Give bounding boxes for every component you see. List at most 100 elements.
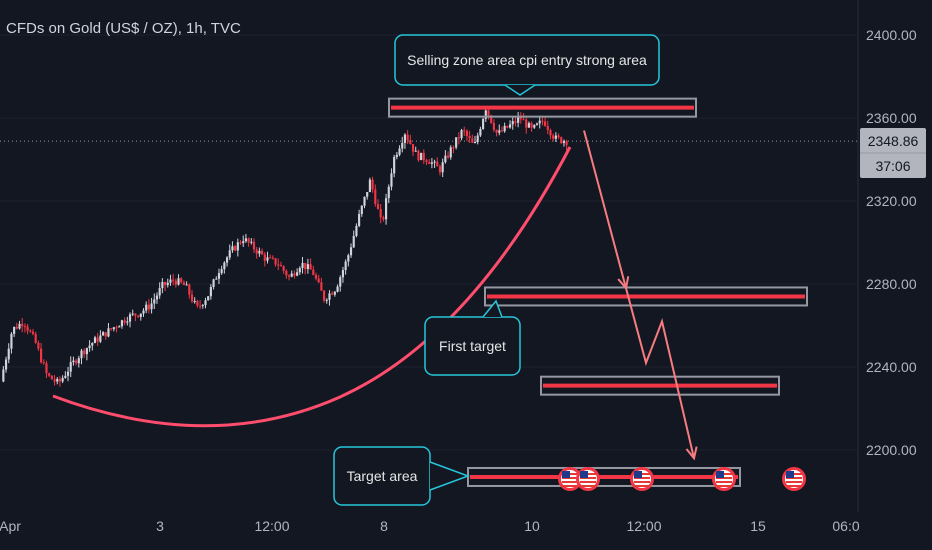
us-flag-icon[interactable]: [576, 467, 600, 491]
price-tick-label: 2280.00: [866, 276, 917, 292]
candle-body: [131, 313, 134, 315]
candle-body: [26, 326, 29, 331]
candle-body: [428, 162, 431, 164]
candle-body: [215, 278, 218, 280]
candle-body: [519, 117, 522, 120]
candle-body: [91, 343, 94, 346]
drawings[interactable]: Selling zone area cpi entry strong area F…: [52, 34, 808, 506]
candle-body: [66, 371, 70, 376]
us-flag-icon[interactable]: [712, 467, 736, 491]
target-area-callout[interactable]: Target area: [333, 446, 471, 506]
us-flag-icon[interactable]: [782, 467, 806, 491]
candle-body: [80, 350, 83, 359]
candle-body: [460, 130, 463, 139]
current-price-label: 2348.86: [868, 133, 919, 149]
candle-body: [123, 320, 126, 323]
zone-box[interactable]: [388, 97, 697, 118]
candle-body: [349, 247, 353, 256]
zone-box[interactable]: [467, 466, 741, 487]
candle-body: [193, 300, 196, 302]
candle-body: [438, 166, 442, 173]
candle-body: [455, 137, 458, 148]
candle-body: [420, 152, 423, 161]
candle-body: [269, 257, 272, 259]
candle-body: [301, 262, 304, 269]
candle-body: [204, 300, 207, 306]
candle-body: [352, 235, 355, 248]
candle-body: [535, 123, 539, 125]
candle-body: [314, 274, 318, 279]
candle-body: [347, 255, 350, 262]
candle-body: [271, 257, 274, 259]
candle-body: [153, 299, 156, 304]
candle-body: [530, 123, 533, 128]
candle-body: [279, 265, 283, 267]
candle-body: [414, 150, 417, 152]
time-tick-label: 10: [524, 518, 540, 534]
candle-body: [40, 348, 43, 363]
trend-curve[interactable]: [52, 146, 572, 428]
candle-body: [29, 330, 32, 332]
candle-body: [77, 358, 80, 364]
candle-body: [282, 266, 285, 271]
candle-body: [358, 214, 361, 226]
candle-body: [261, 250, 264, 255]
candle-body: [366, 192, 369, 197]
us-flag-icon[interactable]: [630, 467, 654, 491]
candle-body: [323, 290, 326, 301]
candle-body: [422, 152, 425, 161]
candle-body: [166, 282, 169, 286]
candle-body: [56, 378, 59, 382]
candle-body: [45, 363, 48, 374]
us-flag-icon[interactable]: [558, 467, 582, 491]
candle-body: [247, 238, 250, 243]
candle-body: [452, 147, 455, 149]
candle-body: [484, 110, 487, 119]
candle-body: [258, 250, 261, 254]
candle-body: [180, 278, 183, 283]
callout-label: Selling zone area cpi entry strong area: [407, 52, 647, 68]
candle-body: [328, 293, 331, 300]
candle-body: [4, 359, 8, 370]
time-axis[interactable]: Apr 3 12:00 8 10 12:00 15 06:0: [0, 518, 860, 534]
candle-body: [145, 304, 148, 311]
candle-body: [217, 273, 221, 279]
candle-body: [382, 217, 385, 220]
first-target-callout[interactable]: First target: [424, 299, 521, 376]
time-tick-label: 15: [750, 518, 766, 534]
candle-body: [401, 142, 404, 149]
candle-body: [344, 261, 347, 271]
candle-body: [525, 119, 528, 128]
projection-path[interactable]: [583, 130, 695, 459]
candle-body: [239, 242, 242, 244]
candle-body: [325, 299, 328, 301]
candle-body: [188, 284, 191, 295]
candle-body: [252, 241, 256, 250]
candle-body: [104, 332, 107, 337]
candle-body: [120, 320, 124, 327]
candle-body: [463, 130, 466, 132]
candle-body: [34, 333, 37, 343]
zone-box[interactable]: [484, 286, 808, 307]
candle-body: [7, 348, 10, 360]
candle-body: [263, 254, 266, 261]
candle-body: [220, 269, 223, 274]
arrow-head: [617, 276, 630, 291]
candle-body: [58, 378, 62, 382]
candle-body: [31, 331, 35, 334]
candle-body: [449, 147, 452, 158]
callout-label: First target: [439, 338, 506, 354]
candle-body: [15, 326, 18, 329]
candle-body: [341, 270, 345, 278]
zone-box[interactable]: [540, 375, 780, 396]
bar-countdown-label: 37:06: [875, 158, 910, 174]
callout-label: Target area: [347, 468, 418, 484]
candle-body: [296, 272, 299, 276]
price-tick-label: 2400.00: [866, 27, 917, 43]
candle-body: [479, 128, 482, 136]
selling-zone-callout[interactable]: Selling zone area cpi entry strong area: [394, 34, 660, 96]
arrow-head: [685, 446, 698, 461]
price-axis[interactable]: 2200.00 2240.00 2280.00 2320.00 2360.00 2400.…: [866, 27, 917, 458]
candle-body: [250, 241, 253, 243]
